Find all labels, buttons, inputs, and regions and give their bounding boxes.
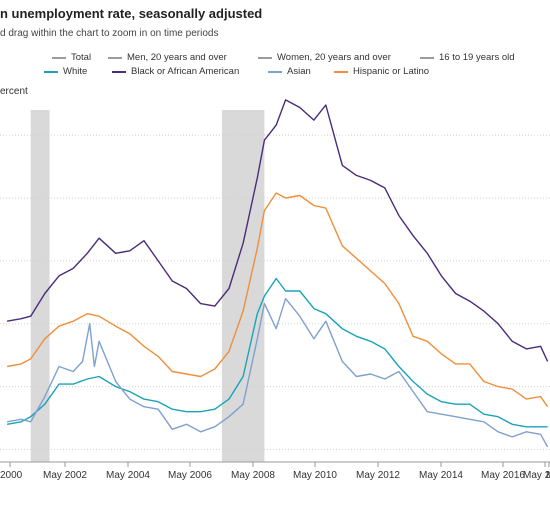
x-tick-label: May 2004	[106, 470, 150, 481]
series-line-black-or-african-american[interactable]	[6, 99, 549, 362]
legend-swatch-hispanic	[334, 70, 348, 73]
legend-label-teens: 16 to 19 years old	[439, 52, 515, 63]
chart-title: n unemployment rate, seasonally adjusted	[0, 6, 263, 21]
legend-swatch-teens	[420, 56, 434, 59]
legend-item-white[interactable]: White	[44, 66, 87, 77]
legend-item-hispanic[interactable]: Hispanic or Latino	[334, 66, 429, 77]
legend-item-men[interactable]: Men, 20 years and over	[108, 52, 227, 63]
series-line-asian[interactable]	[6, 297, 549, 448]
legend-label-women: Women, 20 years and over	[277, 52, 391, 63]
legend-item-teens[interactable]: 16 to 19 years old	[420, 52, 515, 63]
legend-item-women[interactable]: Women, 20 years and over	[258, 52, 391, 63]
x-tick-label: May 2002	[43, 470, 87, 481]
legend-item-total[interactable]: Total	[52, 52, 91, 63]
x-tick-label: May 2018	[523, 470, 550, 481]
x-tick-label: May 2014	[419, 470, 463, 481]
x-tick-label: May 2008	[231, 470, 275, 481]
legend-label-white: White	[63, 66, 88, 77]
x-tick-label: May 2012	[356, 470, 400, 481]
legend-item-asian[interactable]: Asian	[268, 66, 311, 77]
recession-band-1	[30, 110, 50, 462]
x-tick-label: May 2006	[168, 470, 212, 481]
legend-swatch-white	[44, 70, 58, 73]
x-tick-label: 2000	[0, 470, 23, 481]
legend-swatch-men	[108, 56, 122, 59]
legend-swatch-women	[258, 56, 272, 59]
legend-swatch-asian	[268, 70, 282, 73]
x-tick-label: M	[546, 470, 550, 481]
y-axis-label: ercent	[0, 86, 28, 97]
legend-label-black: Black or African American	[131, 66, 240, 77]
gridlines	[0, 134, 550, 450]
series-lines	[6, 99, 549, 448]
legend-label-hispanic: Hispanic or Latino	[353, 66, 430, 77]
legend-label-total: Total	[71, 52, 92, 63]
series-line-white[interactable]	[6, 277, 548, 428]
chart-subtitle: d drag within the chart to zoom in on ti…	[0, 28, 219, 39]
x-tick-label: May 2010	[293, 470, 337, 481]
x-axis: 2000 May 2002 May 2004 May 2006 May 2008 May …	[0, 461, 550, 481]
legend-label-asian: Asian	[287, 66, 311, 77]
x-tick-label: May 2016	[481, 470, 525, 481]
recession-band-2	[221, 110, 265, 462]
series-line-hispanic-or-latino[interactable]	[6, 192, 549, 408]
legend-label-men: Men, 20 years and over	[127, 52, 227, 63]
legend-swatch-black	[112, 70, 126, 73]
legend-swatch-total	[52, 56, 66, 59]
legend-item-black[interactable]: Black or African American	[112, 66, 239, 77]
